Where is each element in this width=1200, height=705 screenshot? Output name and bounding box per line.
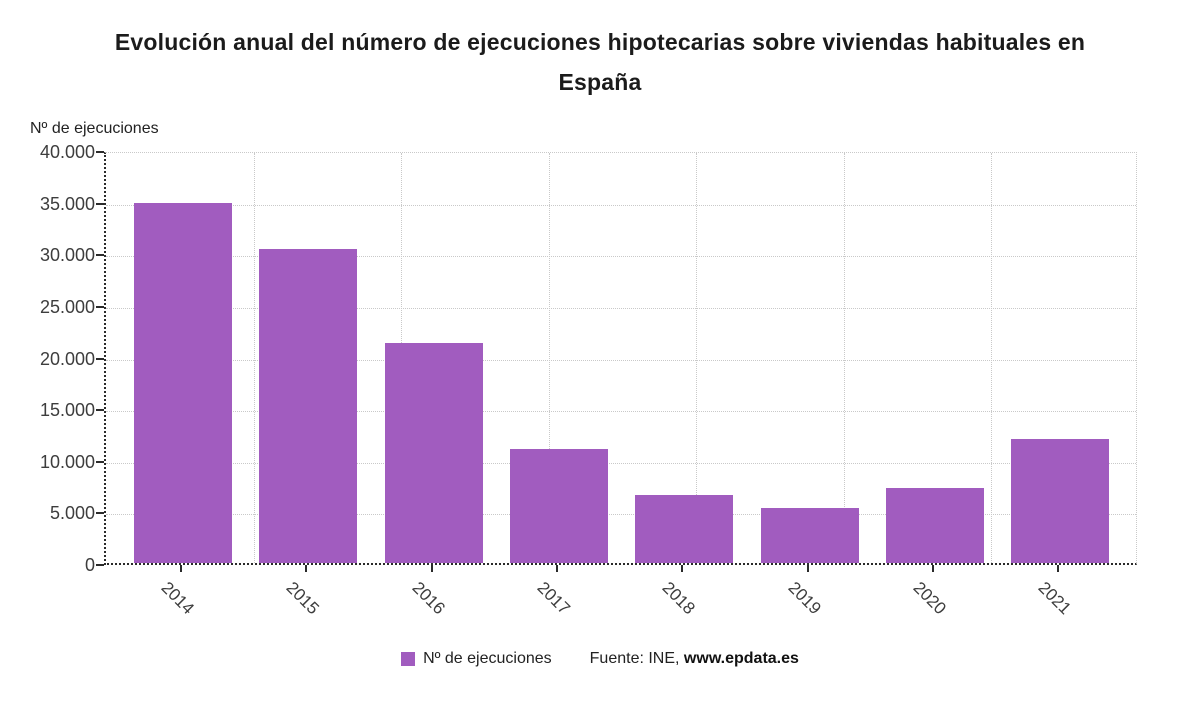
bar-2019: [760, 508, 859, 563]
y-axis-title: Nº de ejecuciones: [30, 120, 159, 137]
bar-2016: [384, 343, 483, 563]
gridline-vertical: [991, 153, 993, 563]
bar-2021: [1011, 439, 1110, 563]
legend-swatch: [401, 652, 416, 666]
x-tick-label-2019: 2019: [784, 578, 825, 619]
x-tick-label-2014: 2014: [157, 578, 198, 619]
bar-2015: [259, 249, 358, 563]
bar-2014: [134, 202, 232, 563]
source-link: www.epdata.es: [683, 650, 799, 667]
x-tick-mark: [180, 565, 182, 572]
legend-label: Nº de ejecuciones: [423, 650, 552, 667]
x-tick-label-2020: 2020: [909, 578, 950, 619]
y-tick-label-35.000: 35.000: [39, 193, 95, 214]
chart-title-line-1: Evolución anual del número de ejecucione…: [114, 29, 1086, 55]
gridline-horizontal: [106, 256, 1136, 258]
gridline-horizontal: [106, 307, 1136, 309]
y-tick-label-25.000: 25.000: [39, 296, 95, 317]
y-tick-label-10.000: 10.000: [39, 451, 95, 472]
y-tick-mark: [96, 254, 104, 257]
source-prefix: Fuente: INE,: [589, 650, 684, 667]
bar-2017: [509, 449, 608, 563]
x-tick-mark: [1057, 565, 1060, 572]
x-tick-mark: [430, 565, 433, 572]
y-tick-label-20.000: 20.000: [39, 348, 95, 369]
x-tick-mark: [806, 565, 809, 572]
x-tick-mark: [681, 565, 684, 572]
y-tick-mark: [96, 151, 104, 153]
gridline-vertical: [696, 153, 698, 563]
gridline-horizontal: [106, 411, 1136, 413]
y-tick-mark: [96, 564, 104, 566]
gridline-vertical: [548, 153, 550, 563]
gridline-horizontal: [106, 359, 1136, 361]
x-tick-mark: [555, 565, 558, 572]
x-tick-mark: [305, 565, 308, 572]
chart-title: Evolución anual del número de ejecucione…: [20, 22, 1180, 102]
y-tick-label-40.000: 40.000: [39, 142, 95, 162]
bar-2020: [885, 487, 984, 563]
x-tick-label-2016: 2016: [408, 578, 449, 619]
x-tick-label-2021: 2021: [1034, 578, 1076, 619]
x-tick-label-2015: 2015: [282, 578, 324, 619]
y-tick-label-0: 0: [84, 555, 95, 575]
x-tick-label-2017: 2017: [533, 578, 574, 619]
x-tick-label-2018: 2018: [658, 578, 700, 619]
y-tick-mark: [96, 305, 104, 308]
y-tick-mark: [96, 512, 104, 515]
gridline-vertical: [253, 153, 255, 563]
bar-2018: [635, 494, 734, 563]
chart-footer: Nº de ejecuciones Fuente: INE, www.epdat…: [0, 650, 1200, 668]
gridline-vertical: [843, 153, 845, 563]
x-tick-mark: [931, 565, 934, 572]
plot-area: [104, 152, 1137, 565]
y-tick-label-15.000: 15.000: [39, 400, 95, 421]
source-text: Fuente: INE, www.epdata.es: [590, 650, 799, 668]
y-tick-mark: [96, 202, 104, 205]
y-tick-label-5.000: 5.000: [49, 503, 95, 524]
y-tick-label-30.000: 30.000: [39, 245, 95, 266]
gridline-horizontal: [106, 462, 1136, 464]
chart-title-line-2: España: [558, 69, 642, 95]
gridline-horizontal: [106, 514, 1136, 516]
y-tick-mark: [96, 409, 104, 412]
y-tick-mark: [96, 460, 104, 463]
y-tick-mark: [96, 357, 104, 360]
gridline-horizontal: [106, 204, 1136, 206]
